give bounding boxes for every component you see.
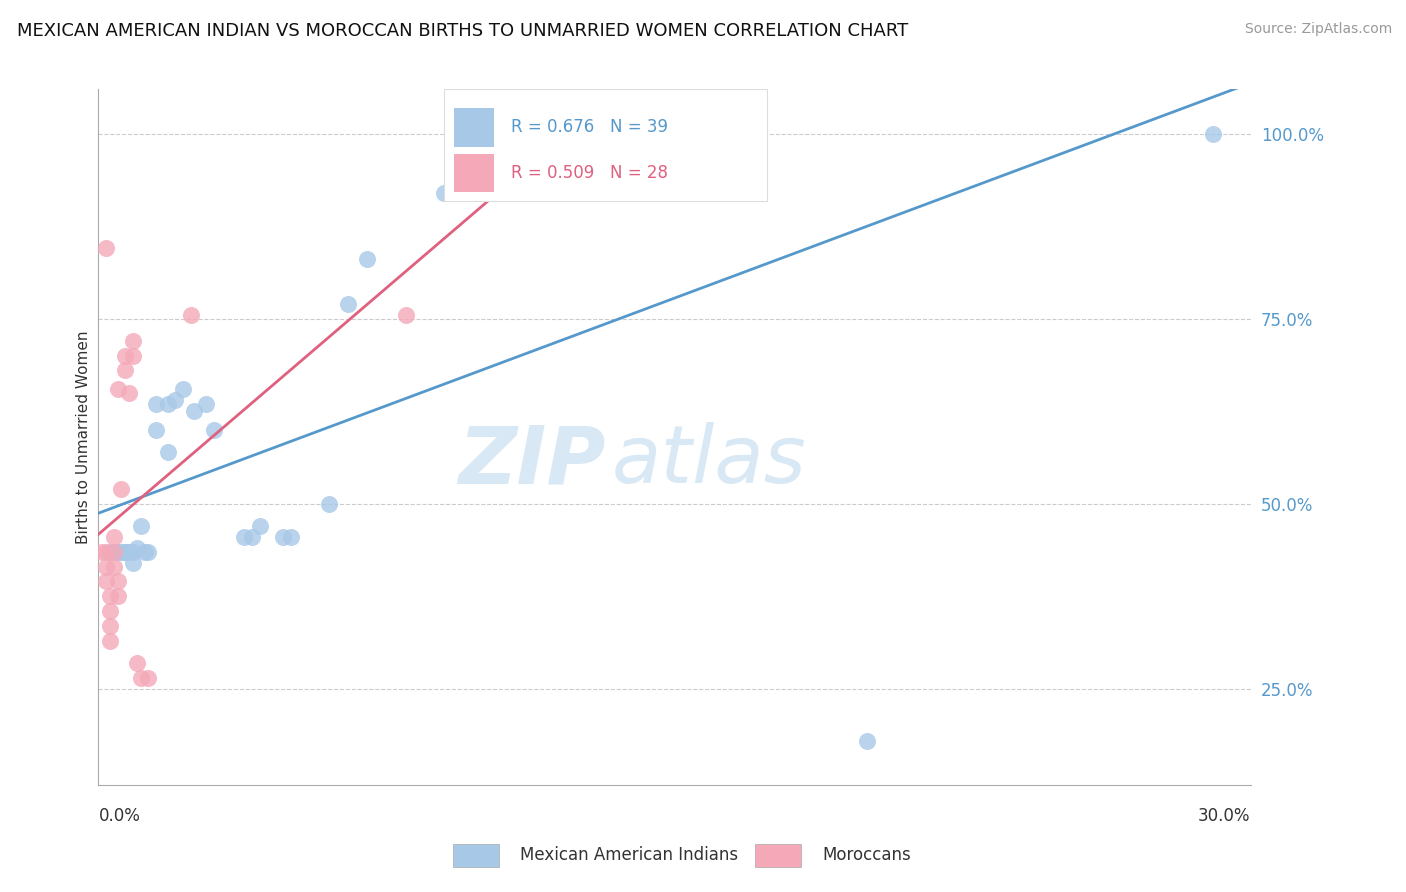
Text: R = 0.509   N = 28: R = 0.509 N = 28: [512, 164, 668, 182]
Point: [94, 241, 117, 255]
Point: [98, 619, 121, 633]
Point: [183, 404, 205, 418]
Point: [138, 671, 160, 685]
Point: [107, 574, 129, 589]
Point: [94, 574, 117, 589]
Point: [114, 349, 136, 363]
Point: [741, 127, 763, 141]
Point: [129, 519, 152, 533]
Point: [156, 445, 179, 459]
Point: [145, 397, 167, 411]
Point: [98, 589, 121, 603]
Text: 0.0%: 0.0%: [98, 807, 141, 825]
Point: [91, 545, 114, 559]
Point: [98, 545, 121, 559]
Point: [107, 382, 129, 396]
Point: [337, 297, 360, 311]
Point: [172, 382, 194, 396]
Point: [134, 545, 156, 559]
Point: [114, 545, 136, 559]
Point: [103, 530, 125, 544]
Point: [856, 733, 879, 747]
Point: [103, 545, 125, 559]
Point: [110, 545, 132, 559]
Text: MEXICAN AMERICAN INDIAN VS MOROCCAN BIRTHS TO UNMARRIED WOMEN CORRELATION CHART: MEXICAN AMERICAN INDIAN VS MOROCCAN BIRT…: [17, 22, 908, 40]
Point: [98, 633, 121, 648]
Point: [98, 604, 121, 618]
Point: [94, 545, 117, 559]
FancyBboxPatch shape: [454, 153, 494, 192]
Point: [125, 656, 148, 670]
Text: Mexican American Indians: Mexican American Indians: [520, 846, 738, 863]
Point: [156, 397, 179, 411]
Point: [103, 545, 125, 559]
Point: [122, 545, 145, 559]
Point: [114, 545, 136, 559]
Point: [356, 252, 378, 267]
Point: [249, 519, 271, 533]
Point: [94, 559, 117, 574]
Point: [122, 334, 145, 348]
Point: [138, 545, 160, 559]
Text: Source: ZipAtlas.com: Source: ZipAtlas.com: [1244, 22, 1392, 37]
Point: [195, 397, 218, 411]
Text: R = 0.676   N = 39: R = 0.676 N = 39: [512, 119, 668, 136]
Point: [129, 671, 152, 685]
Point: [122, 556, 145, 570]
Point: [202, 423, 225, 437]
FancyBboxPatch shape: [444, 89, 768, 201]
Point: [103, 545, 125, 559]
Point: [125, 541, 148, 555]
Point: [433, 186, 456, 200]
Point: [103, 559, 125, 574]
Point: [110, 482, 132, 496]
Text: atlas: atlas: [612, 423, 806, 500]
Point: [118, 545, 141, 559]
Point: [107, 545, 129, 559]
FancyBboxPatch shape: [454, 108, 494, 146]
Point: [145, 423, 167, 437]
Point: [122, 349, 145, 363]
Point: [280, 530, 302, 544]
Text: Moroccans: Moroccans: [823, 846, 911, 863]
Point: [664, 149, 686, 163]
Point: [548, 156, 571, 170]
Point: [118, 545, 141, 559]
Text: ZIP: ZIP: [458, 423, 606, 500]
Point: [107, 589, 129, 603]
Point: [586, 127, 609, 141]
Point: [114, 363, 136, 377]
Point: [271, 530, 294, 544]
Point: [180, 308, 202, 322]
Text: 30.0%: 30.0%: [1198, 807, 1250, 825]
Point: [510, 127, 533, 141]
Y-axis label: Births to Unmarried Women: Births to Unmarried Women: [76, 330, 91, 544]
Point: [240, 530, 263, 544]
Point: [318, 497, 340, 511]
Point: [395, 308, 418, 322]
Point: [165, 393, 187, 408]
Point: [471, 156, 494, 170]
Point: [118, 385, 141, 400]
Point: [1202, 127, 1225, 141]
Point: [233, 530, 256, 544]
